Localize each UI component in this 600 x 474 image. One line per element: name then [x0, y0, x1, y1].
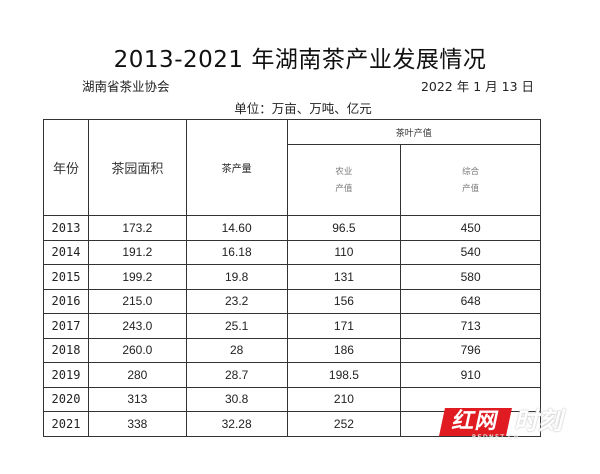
cell-output: 32.28: [185, 411, 288, 437]
cell-agri-value: 252: [286, 411, 402, 437]
header-agri-value-line2: 产值: [335, 183, 353, 193]
cell-agri-value: 110: [286, 239, 402, 265]
cell-year: 2018: [43, 337, 89, 363]
header-agri-value-line1: 农业: [335, 166, 353, 176]
document-date: 2022 年 1 月 13 日: [420, 79, 534, 94]
cell-agri-value: 131: [286, 264, 402, 290]
cell-agri-value: 96.5: [286, 215, 402, 241]
cell-year: 2015: [43, 264, 89, 290]
watermark-subtext: REDNET.CN: [472, 434, 520, 441]
cell-area: 260.0: [87, 337, 187, 363]
cell-total-value: 910: [400, 362, 541, 388]
table-row: 2019 280 28.7 198.5 910: [43, 362, 541, 388]
document-title: 2013-2021 年湖南茶产业发展情况: [113, 47, 487, 73]
header-row: 年份 茶园面积 茶产量 茶叶产值: [43, 119, 542, 216]
cell-agri-value: 198.5: [286, 362, 402, 388]
cell-year: 2017: [43, 313, 89, 339]
cell-total-value: 796: [400, 337, 541, 363]
cell-area: 173.2: [87, 215, 187, 241]
rednet-watermark: 红网 时刻 REDNET.CN: [439, 404, 592, 441]
header-output: 茶产量: [185, 119, 288, 216]
cell-area: 243.0: [87, 313, 187, 339]
cell-total-value: 450: [400, 215, 541, 241]
cell-output: 23.2: [185, 288, 288, 314]
cell-total-value: 648: [400, 288, 541, 314]
table-row: 2018 260.0 28 186 796: [43, 337, 541, 363]
cell-year: 2013: [43, 215, 89, 241]
header-agri-value: 农业 产值: [286, 144, 402, 216]
cell-total-value: 580: [400, 264, 541, 290]
header-total-value-line1: 综合: [462, 166, 480, 176]
header-year: 年份: [43, 119, 89, 216]
cell-area: 215.0: [87, 288, 187, 314]
cell-agri-value: 186: [286, 337, 402, 363]
cell-output: 14.60: [185, 215, 288, 241]
cell-area: 191.2: [87, 239, 187, 265]
subheader-row: 农业 产值 综合 产值: [44, 144, 541, 216]
cell-output: 19.8: [185, 264, 288, 290]
cell-output: 16.18: [185, 239, 288, 265]
cell-agri-value: 171: [286, 313, 402, 339]
cell-area: 338: [87, 411, 187, 437]
organization-name: 湖南省茶业协会: [82, 79, 170, 94]
cell-area: 199.2: [87, 264, 187, 290]
table-row: 2017 243.0 25.1 171 713: [43, 313, 541, 339]
cell-area: 313: [87, 386, 187, 412]
cell-output: 30.8: [185, 386, 288, 412]
cell-output: 28.7: [185, 362, 288, 388]
cell-area: 280: [87, 362, 187, 388]
table-row: 2015 199.2 19.8 131 580: [43, 264, 541, 290]
tea-industry-table: 年份 茶园面积 茶产量 茶叶产值 农业 产值 综合 产值 2013 173.2 …: [43, 119, 542, 437]
cell-output: 25.1: [185, 313, 288, 339]
cell-year: 2014: [43, 239, 89, 265]
header-value-group: 茶叶产值: [286, 119, 542, 145]
cell-total-value: 540: [400, 239, 541, 265]
cell-agri-value: 156: [286, 288, 402, 314]
cell-year: 2016: [43, 288, 89, 314]
table-row: 2013 173.2 14.60 96.5 450: [43, 215, 541, 241]
cell-total-value: 713: [400, 313, 541, 339]
cell-output: 28: [185, 337, 288, 363]
watermark-logo: 红网: [439, 408, 512, 436]
cell-agri-value: 210: [286, 386, 402, 412]
cell-year: 2021: [43, 411, 89, 437]
header-area: 茶园面积: [87, 119, 187, 216]
cell-year: 2019: [43, 362, 89, 388]
cell-year: 2020: [43, 386, 89, 412]
table-row: 2014 191.2 16.18 110 540: [43, 239, 541, 265]
watermark-brand-text: 时刻: [514, 407, 562, 435]
unit-note: 单位：万亩、万吨、亿元: [234, 101, 372, 116]
table-row: 2016 215.0 23.2 156 648: [43, 288, 541, 314]
header-total-value-line2: 产值: [462, 183, 480, 193]
header-total-value: 综合 产值: [400, 144, 541, 216]
